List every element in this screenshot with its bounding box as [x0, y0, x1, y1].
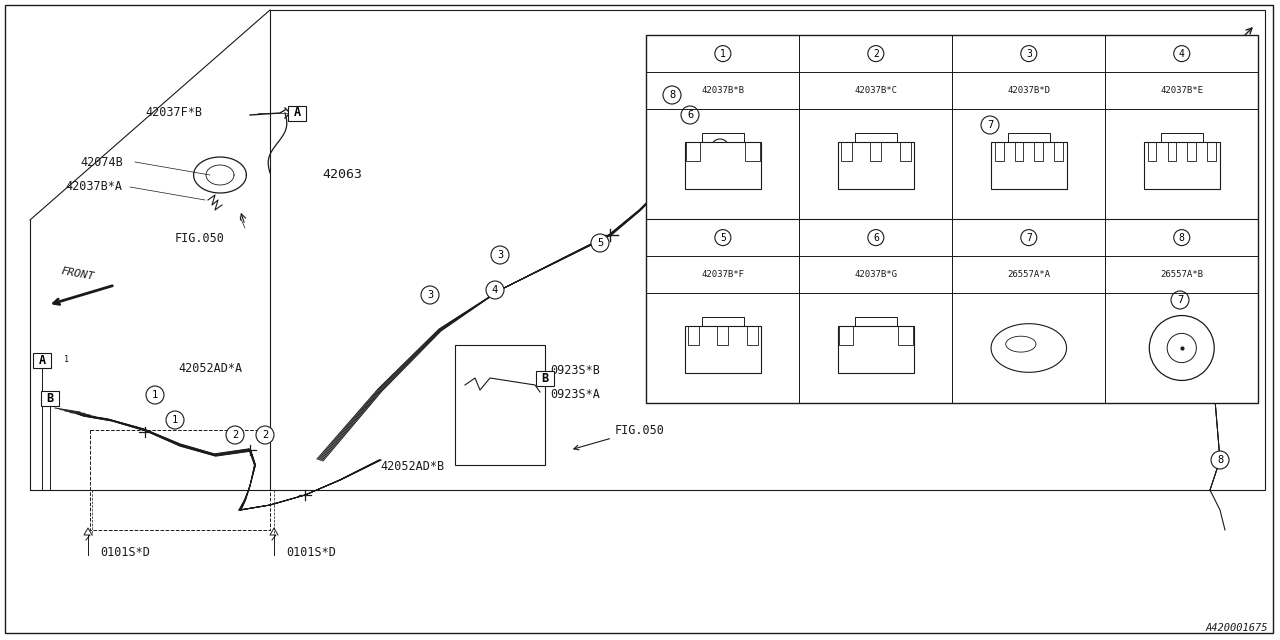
Text: 4: 4 [492, 285, 498, 295]
Text: 6: 6 [687, 110, 694, 120]
Text: 2: 2 [873, 49, 879, 59]
Bar [41, 390, 59, 406]
Text: 8: 8 [669, 90, 675, 100]
Circle shape [256, 426, 274, 444]
Text: 1: 1 [64, 355, 69, 365]
Text: 1: 1 [152, 390, 159, 400]
Circle shape [1174, 45, 1190, 61]
Circle shape [227, 426, 244, 444]
Circle shape [591, 234, 609, 252]
Text: 3: 3 [1025, 49, 1032, 59]
Bar [838, 142, 914, 189]
Bar [1144, 142, 1220, 189]
Polygon shape [991, 324, 1066, 372]
Text: 5: 5 [719, 232, 726, 243]
Circle shape [868, 230, 883, 246]
Text: 42037B*G: 42037B*G [854, 270, 897, 279]
Text: 42037B*C: 42037B*C [854, 86, 897, 95]
Circle shape [681, 106, 699, 124]
Text: A420001675: A420001675 [1206, 623, 1268, 633]
Bar [646, 35, 1258, 403]
Bar [270, 10, 1265, 490]
Bar [991, 142, 1066, 189]
Text: FIG.050: FIG.050 [573, 424, 664, 450]
Text: 42052AD*C: 42052AD*C [652, 259, 716, 271]
Text: 7: 7 [1176, 295, 1183, 305]
Circle shape [980, 116, 998, 134]
Text: 26557A*A: 26557A*A [1007, 270, 1051, 279]
Text: 3: 3 [497, 250, 503, 260]
Text: 42063: 42063 [323, 168, 362, 182]
Text: 8: 8 [1179, 232, 1185, 243]
Circle shape [663, 86, 681, 104]
Text: A: A [38, 353, 46, 367]
Text: 0101S*D: 0101S*D [100, 545, 150, 559]
Text: 2: 2 [262, 430, 268, 440]
Text: 6: 6 [873, 232, 879, 243]
Text: 42075U: 42075U [468, 424, 512, 436]
Circle shape [1021, 230, 1037, 246]
Text: FRONT: FRONT [60, 266, 95, 282]
Text: A: A [293, 106, 301, 120]
Text: 1: 1 [719, 49, 726, 59]
Text: FIG.420-2: FIG.420-2 [1156, 52, 1220, 65]
Circle shape [1211, 451, 1229, 469]
Circle shape [146, 386, 164, 404]
Text: 7: 7 [987, 120, 993, 130]
Circle shape [1174, 230, 1190, 246]
Circle shape [714, 230, 731, 246]
Text: 6: 6 [717, 143, 723, 153]
Bar [838, 326, 914, 372]
Text: 26557A*B: 26557A*B [1160, 270, 1203, 279]
Text: 42037B*E: 42037B*E [1160, 86, 1203, 95]
Text: 2: 2 [232, 430, 238, 440]
Circle shape [1149, 316, 1215, 380]
Text: 42037B*F: 42037B*F [701, 270, 745, 279]
Text: 42074B: 42074B [79, 156, 123, 168]
Bar [454, 345, 545, 465]
Text: 0923S*B: 0923S*B [550, 364, 600, 376]
Circle shape [166, 411, 184, 429]
Circle shape [486, 281, 504, 299]
Bar [685, 326, 760, 372]
Text: 42052AD*A: 42052AD*A [178, 362, 242, 374]
Text: 0923S*A: 0923S*A [550, 388, 600, 401]
Text: 42037B*D: 42037B*D [1007, 86, 1051, 95]
Text: 42037F*B: 42037F*B [145, 106, 202, 120]
Text: 42074AA: 42074AA [963, 58, 1012, 72]
Text: 3: 3 [426, 290, 433, 300]
Text: 42052AD*B: 42052AD*B [380, 461, 444, 474]
Bar [685, 142, 760, 189]
Text: 42037B*B: 42037B*B [701, 86, 745, 95]
Circle shape [1021, 45, 1037, 61]
Text: B: B [46, 392, 54, 404]
Text: 7: 7 [1025, 232, 1032, 243]
Bar [33, 353, 51, 367]
Circle shape [421, 286, 439, 304]
Circle shape [714, 45, 731, 61]
Bar [536, 371, 554, 385]
Circle shape [1167, 333, 1197, 363]
Circle shape [868, 45, 883, 61]
Text: 1: 1 [172, 415, 178, 425]
Bar [288, 106, 306, 120]
Circle shape [1171, 291, 1189, 309]
Text: 0101S*D: 0101S*D [285, 545, 335, 559]
Text: B: B [541, 371, 549, 385]
Circle shape [492, 246, 509, 264]
Polygon shape [1006, 336, 1036, 352]
Circle shape [710, 139, 730, 157]
Text: 5: 5 [596, 238, 603, 248]
Text: 42037B*A: 42037B*A [65, 180, 122, 193]
Text: 8: 8 [1217, 455, 1224, 465]
Text: 4: 4 [1179, 49, 1185, 59]
Text: FIG.050: FIG.050 [175, 232, 225, 244]
